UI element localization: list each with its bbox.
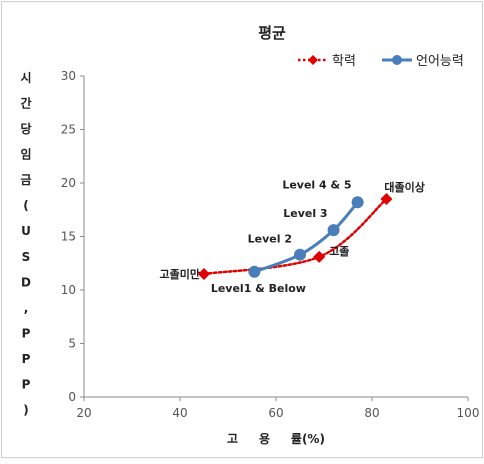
axes: 0 5 10 15 20 25 30 20 40 60 80 100: [61, 69, 480, 420]
data-point-marker: [313, 250, 326, 263]
x-tick-label: 100: [457, 406, 480, 420]
y-axis-label-char: 시: [20, 71, 31, 85]
y-axis-label-char: 당: [20, 121, 31, 136]
y-axis-label-char: 간: [20, 96, 31, 111]
y-tick-label: 5: [68, 337, 76, 351]
legend-item: 언어능력: [382, 54, 464, 69]
data-point-marker: [308, 55, 318, 65]
y-tick-label: 10: [61, 283, 76, 297]
x-axis-label: 고 용 률(%): [227, 431, 325, 446]
data-point-label: Level1 & Below: [211, 282, 306, 295]
y-axis-label-char: P: [22, 352, 31, 366]
y-axis-label-char: P: [22, 377, 31, 391]
data-point-marker: [327, 224, 340, 237]
series-education: 고졸미만 고졸 대졸이상: [160, 180, 425, 281]
data-point-marker: [198, 267, 210, 280]
data-point-label: 고졸미만: [160, 267, 200, 281]
y-tick-label: 25: [61, 123, 76, 137]
x-axis-label-text: 고 용 률(%): [227, 431, 325, 446]
y-axis-label-char: (: [23, 199, 28, 213]
y-tick-label: 0: [68, 390, 76, 404]
legend-marker: [392, 55, 402, 65]
y-axis-label-char: U: [21, 224, 31, 238]
y-axis-label-char: D: [21, 275, 31, 289]
legend-label: 언어능력: [416, 54, 464, 69]
y-axis-label-char: 임: [20, 148, 31, 162]
y-axis-label-char: P: [22, 326, 31, 340]
legend-label: 학력: [332, 54, 356, 69]
data-point-marker: [248, 265, 261, 278]
series-language-skill: Level1 & Below Level 2 Level 3 Level 4 & 5: [211, 178, 364, 295]
x-tick-label: 60: [268, 406, 283, 420]
data-point-label: Level 4 & 5: [282, 178, 351, 191]
data-point-marker: [351, 196, 364, 209]
legend: 학력 언어능력: [298, 54, 464, 69]
y-axis-label-char: ): [23, 403, 28, 417]
data-point-marker: [294, 248, 306, 261]
data-point-marker: [380, 193, 393, 206]
x-tick-label: 20: [76, 406, 91, 420]
y-axis-label-char: 금: [20, 173, 31, 187]
y-axis-label-char: S: [22, 250, 31, 264]
data-point-label: Level 2: [248, 233, 292, 246]
data-point-label: 대졸이상: [384, 180, 424, 194]
data-point-label: 고졸: [329, 245, 349, 258]
x-tick-label: 40: [172, 406, 187, 420]
data-point-label: Level 3: [283, 207, 327, 220]
series-line: [252, 200, 360, 274]
chart-title: 평균: [258, 24, 286, 42]
y-tick-label: 15: [61, 230, 76, 244]
y-axis-label-char: ,: [24, 301, 29, 315]
y-tick-label: 30: [61, 69, 76, 83]
x-tick-label: 80: [364, 406, 379, 420]
y-tick-label: 20: [61, 176, 76, 190]
legend-item: 학력: [298, 54, 356, 69]
